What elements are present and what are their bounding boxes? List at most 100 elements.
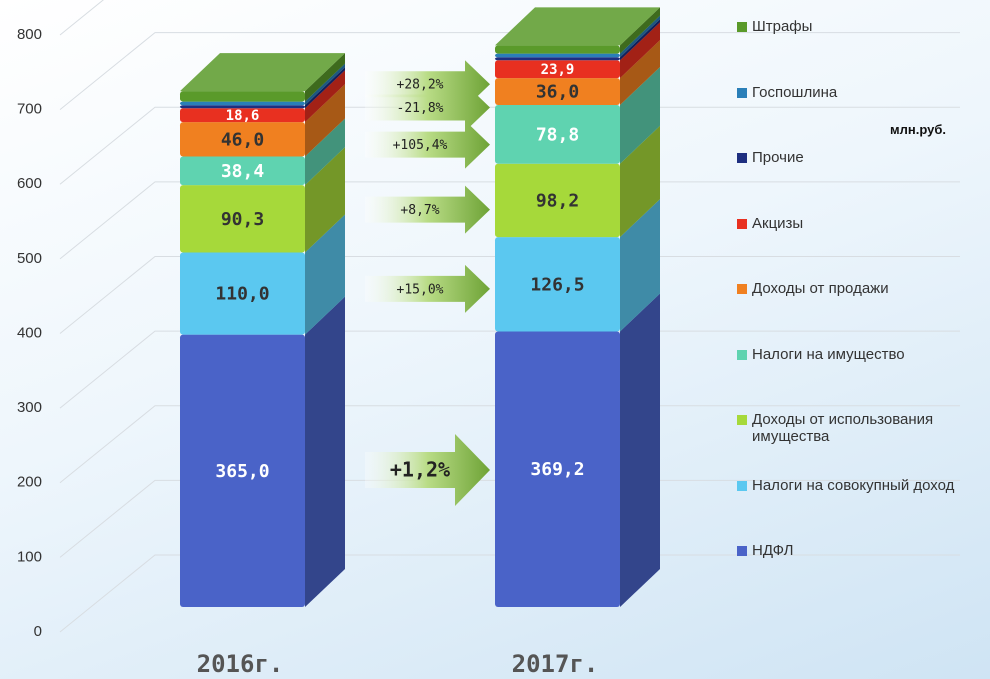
x-tick-label: 2016г.: [197, 650, 284, 678]
bar-side: [620, 125, 660, 238]
bar-side-shade: [305, 214, 345, 335]
bar-side-shade: [620, 19, 660, 61]
value-label: 90,3: [221, 209, 264, 230]
change-label: +1,2%: [390, 458, 450, 482]
bar-segment: [180, 185, 305, 253]
grid-line: [59, 106, 960, 185]
bar-side-shade: [305, 84, 345, 157]
bar-side: [620, 199, 660, 332]
value-label: 126,5: [530, 274, 584, 295]
legend-label: Штрафы: [752, 18, 813, 35]
bar-side-shade: [305, 63, 345, 106]
legend-item: НДФЛ: [737, 542, 982, 559]
bar-segment: [180, 108, 305, 123]
y-tick-label: 100: [17, 548, 42, 565]
bar-side: [620, 293, 660, 607]
value-label: 365,0: [215, 461, 269, 482]
y-tick-label: 300: [17, 399, 42, 416]
value-label: 78,8: [536, 124, 579, 145]
y-tick-label: 400: [17, 324, 42, 341]
bar-side-shade: [305, 118, 345, 186]
change-label: +28,2%: [397, 78, 444, 93]
bar-side-shade: [620, 125, 660, 238]
legend-label: Налоги на имущество: [752, 345, 905, 363]
y-tick-label: 600: [17, 175, 42, 192]
legend-label: Прочие: [752, 149, 804, 166]
legend-item: Доходы от продажи: [737, 280, 982, 297]
legend-swatch: [737, 480, 747, 491]
y-tick-label: 800: [17, 26, 42, 43]
change-arrow: [365, 264, 490, 313]
grid-line: [59, 256, 960, 334]
legend-item: Налоги на совокупный доход: [737, 477, 982, 494]
bar-side-shade: [620, 15, 660, 58]
bar-segment: [495, 331, 620, 607]
bar-segment: [495, 163, 620, 238]
grid-line: [59, 32, 960, 111]
bar-side: [305, 53, 345, 102]
legend-swatch: [737, 218, 747, 229]
value-label: 18,6: [226, 108, 260, 124]
change-arrow: [365, 120, 490, 169]
legend-item: Доходы от использования имущества: [737, 411, 982, 445]
x-tick-label: 2017г.: [512, 650, 599, 678]
legend-label: Доходы от продажи: [752, 280, 889, 297]
bar-side: [620, 7, 660, 54]
bar-side-shade: [620, 40, 660, 105]
bar-side-shade: [305, 67, 345, 109]
bar-side-shade: [305, 147, 345, 253]
legend-label: Акцизы: [752, 214, 804, 232]
bar-segment: [180, 334, 305, 607]
value-label: 98,2: [536, 190, 579, 211]
bar-segment: [180, 105, 305, 109]
bar-side: [305, 214, 345, 335]
bar-side-shade: [305, 296, 345, 607]
bar-top: [495, 7, 660, 46]
bar-segment: [495, 53, 620, 58]
bar-top-shade: [180, 53, 345, 92]
bar-side-shade: [620, 66, 660, 164]
legend-swatch: [737, 87, 747, 98]
legend-swatch: [737, 415, 747, 425]
value-label: 46,0: [221, 129, 264, 150]
bar-side: [620, 22, 660, 79]
bar-segment: [495, 60, 620, 79]
legend-swatch: [737, 349, 747, 360]
y-tick-label: 700: [17, 101, 42, 118]
value-label: 369,2: [530, 459, 584, 480]
y-tick-label: 0: [34, 623, 42, 640]
legend-swatch: [737, 284, 747, 294]
bar-segment: [495, 57, 620, 61]
bar-side: [305, 70, 345, 123]
legend-item: Акцизы: [737, 215, 982, 232]
bar-side: [305, 296, 345, 607]
bar-side: [620, 66, 660, 164]
value-label: 36,0: [536, 82, 579, 103]
legend-label: Налоги на совокупный доход: [752, 476, 955, 494]
legend-item: Прочие: [737, 149, 982, 166]
bar-top: [180, 53, 345, 92]
bar-side: [305, 63, 345, 106]
change-arrow: [365, 185, 490, 234]
change-arrow: [365, 60, 490, 109]
change-arrow: [365, 434, 490, 507]
legend-item: Налоги на имущество: [737, 346, 982, 363]
bar-segment: [180, 101, 305, 106]
bar-segment: [180, 91, 305, 102]
legend-item: Госпошлина: [737, 84, 982, 101]
bar-side-shade: [620, 293, 660, 607]
bar-segment: [180, 252, 305, 335]
grid-line: [59, 330, 960, 409]
grid-line: [59, 0, 104, 36]
bar-side: [305, 147, 345, 253]
change-label: -21,8%: [397, 101, 444, 116]
legend-label: НДФЛ: [752, 542, 794, 559]
bar-side-shade: [305, 53, 345, 102]
bar-side: [305, 84, 345, 157]
bar-side: [620, 40, 660, 105]
grid-line: [59, 554, 960, 633]
value-label: 110,0: [215, 284, 269, 305]
legend-swatch: [737, 153, 747, 163]
bar-side-shade: [620, 199, 660, 332]
bar-segment: [495, 237, 620, 332]
